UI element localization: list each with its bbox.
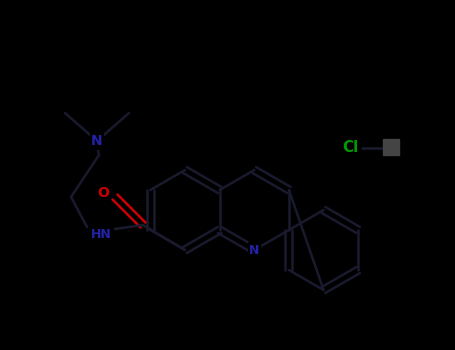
Text: HN: HN	[91, 229, 111, 241]
Bar	[383, 139, 399, 155]
Text: N: N	[249, 244, 259, 257]
Text: Cl: Cl	[342, 140, 358, 155]
Text: O: O	[97, 186, 109, 200]
Text: N: N	[91, 134, 103, 148]
